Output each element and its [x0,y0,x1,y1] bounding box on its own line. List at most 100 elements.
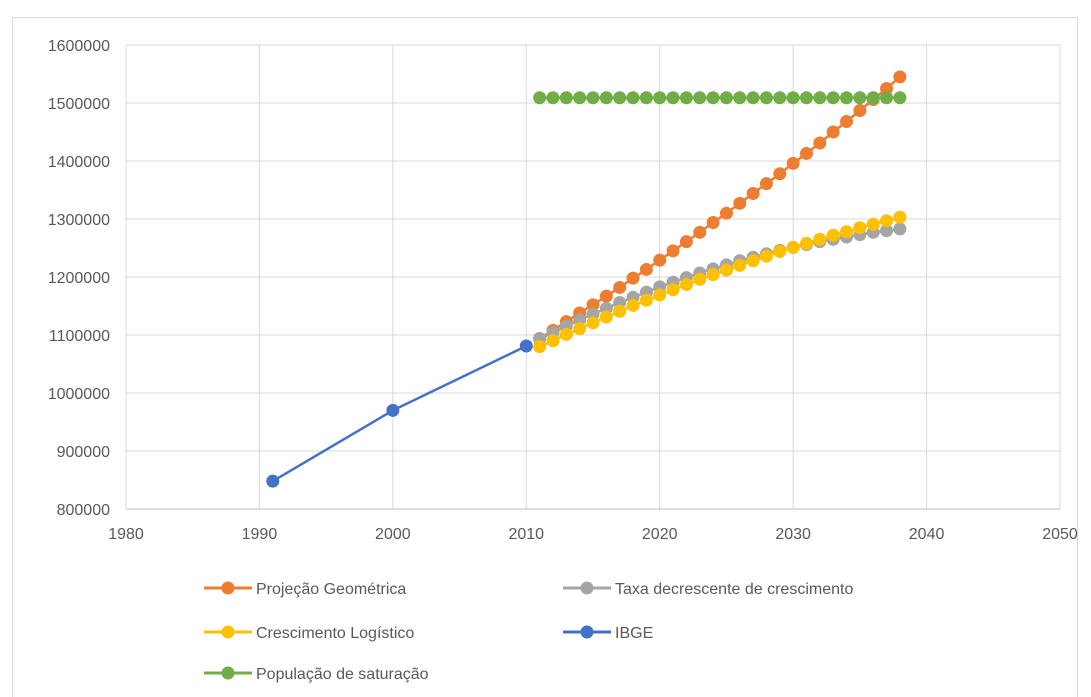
data-point [866,91,880,105]
data-point [786,240,800,254]
data-point [840,91,854,105]
legend-marker [221,581,235,595]
y-tick-label: 800000 [57,502,110,519]
legend-label: IBGE [615,625,653,642]
data-point [599,310,613,324]
data-point [599,289,613,303]
legend-entry: População de saturação [204,666,429,683]
x-tick-label: 2040 [909,526,945,543]
data-point [586,316,600,330]
data-point [799,236,813,250]
axes: 1980 1990 2000 2010 2020 2030 2040 2050 800000 90… [48,38,1078,543]
data-point [746,254,760,268]
data-point [786,156,800,170]
data-point [719,91,733,105]
data-point [653,288,667,302]
data-point [706,91,720,105]
legend-label: Projeção Geométrica [256,581,406,598]
data-point [559,327,573,341]
data-point [786,91,800,105]
data-point [613,91,627,105]
y-tick-label: 1300000 [48,212,110,229]
legend-marker [221,666,235,680]
data-point [826,228,840,242]
x-tick-label: 2030 [775,526,811,543]
data-point [853,221,867,235]
y-tick-label: 900000 [57,444,110,461]
data-point [799,146,813,160]
data-point [893,91,907,105]
data-point [653,253,667,267]
data-point [759,91,773,105]
series-2 [533,210,907,354]
gridlines [125,44,1061,510]
data-point [626,91,640,105]
data-point [666,283,680,297]
data-point [759,177,773,191]
data-point [853,91,867,105]
series-4 [533,91,907,105]
x-tick-label: 2010 [508,526,544,543]
data-point [853,104,867,118]
data-point [719,263,733,277]
y-tick-label: 1100000 [49,328,110,345]
data-point [626,271,640,285]
data-point [546,334,560,348]
data-point [813,232,827,246]
legend-entry: Projeção Geométrica [204,581,406,598]
data-point [586,91,600,105]
y-tick-label: 1400000 [48,154,110,171]
data-point [639,293,653,307]
x-tick-label: 1980 [108,526,144,543]
x-tick-label: 2020 [642,526,678,543]
data-point [519,339,533,353]
series-line [538,75,901,340]
chart-area [12,17,1078,697]
series-line [539,227,901,341]
x-tick-label: 1990 [242,526,278,543]
y-tick-label: 1200000 [48,270,110,287]
data-point [573,322,587,336]
legend-entry: Taxa decrescente de crescimento [563,581,853,598]
data-point [840,115,854,129]
series-line [272,344,527,483]
data-point [773,244,787,258]
data-point [866,217,880,231]
series-group [266,70,907,488]
data-point [746,91,760,105]
data-point [880,214,894,228]
legend-entry: IBGE [563,625,653,642]
data-point [733,258,747,272]
series-3 [266,339,533,488]
data-point [573,91,587,105]
data-point [719,206,733,220]
data-point [666,91,680,105]
data-point [679,235,693,249]
data-point [693,272,707,286]
data-point [840,225,854,239]
data-point [559,91,573,105]
x-tick-label: 2000 [375,526,411,543]
data-point [826,91,840,105]
data-point [599,91,613,105]
legend-marker [580,625,594,639]
data-point [813,91,827,105]
data-point [533,340,547,354]
series-0 [533,70,907,345]
data-point [733,91,747,105]
data-point [693,91,707,105]
data-point [893,70,907,84]
data-point [893,210,907,224]
data-point [653,91,667,105]
data-point [613,280,627,294]
legend-marker [580,581,594,595]
data-point [679,278,693,292]
data-point [746,186,760,200]
data-point [266,474,280,488]
data-point [586,298,600,312]
data-point [880,224,894,238]
data-point [639,91,653,105]
y-tick-label: 1600000 [48,38,110,55]
data-point [546,91,560,105]
